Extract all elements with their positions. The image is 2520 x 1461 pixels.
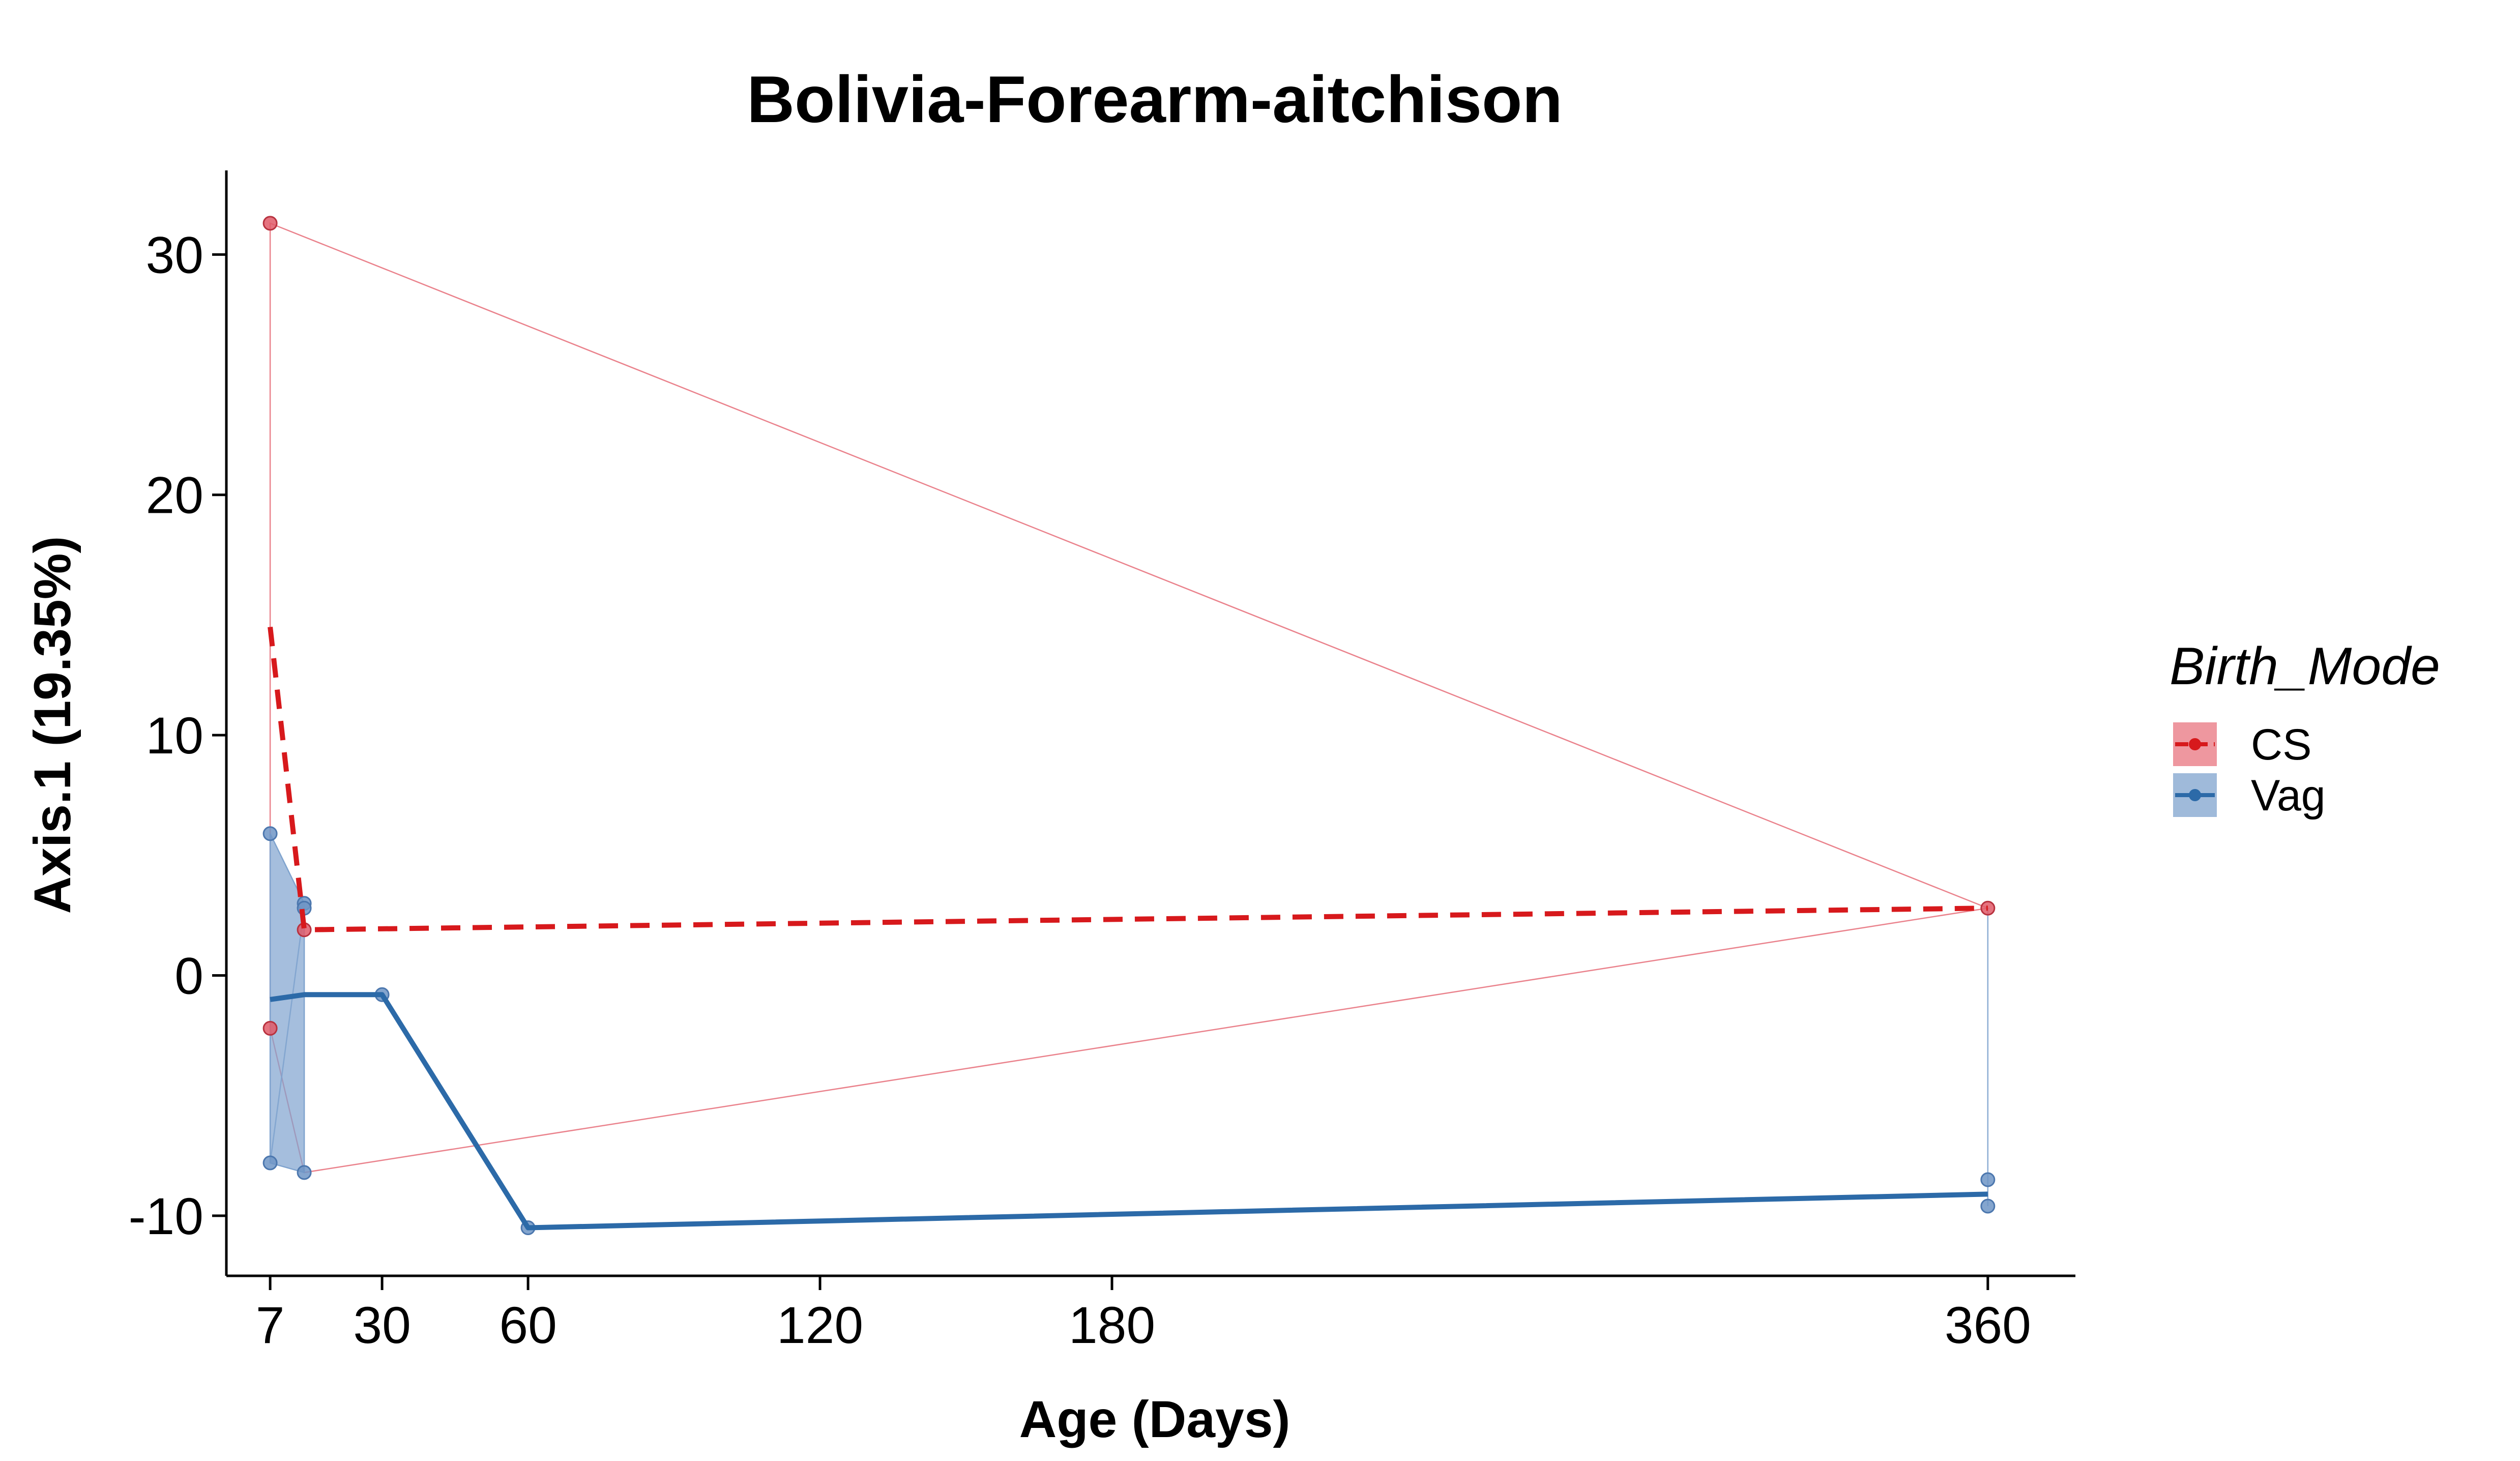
- x-axis-title: Age (Days): [1019, 1390, 1291, 1448]
- vag-point: [297, 1165, 312, 1180]
- y-axis-title: Axis.1 (19.35%): [23, 536, 81, 914]
- cs-hull: [269, 222, 1990, 1174]
- legend-item-vag: Vag: [2173, 771, 2326, 820]
- vag-point: [1980, 1172, 1996, 1187]
- x-axis-ticks: 7 30 60 120 180 360: [256, 1276, 2031, 1354]
- cs-point: [262, 216, 278, 231]
- y-tick-label: 0: [174, 947, 203, 1005]
- vag-band-edge: [269, 908, 305, 1163]
- x-tick-label: 360: [1945, 1296, 2031, 1354]
- cs-trend-line: [268, 626, 1988, 932]
- x-tick-label: 30: [353, 1296, 411, 1354]
- legend-label: CS: [2251, 720, 2311, 769]
- legend-key-point: [2189, 789, 2201, 801]
- vag-point: [262, 826, 278, 841]
- vag-point: [262, 1155, 278, 1171]
- vag-trend-line: [270, 992, 1988, 1231]
- y-tick-label: 30: [146, 226, 203, 284]
- legend-item-cs: CS: [2173, 720, 2311, 769]
- x-tick-label: 180: [1069, 1296, 1155, 1354]
- cs-point: [1980, 900, 1996, 916]
- legend-label: Vag: [2251, 771, 2326, 820]
- cs-point: [262, 1020, 278, 1036]
- y-axis-ticks: -10 0 10 20 30: [129, 226, 226, 1245]
- chart-title: Bolivia-Forearm-aitchison: [747, 62, 1563, 136]
- y-tick-label: -10: [129, 1187, 203, 1245]
- legend-title: Birth_Mode: [2170, 637, 2440, 696]
- plot-area: [262, 216, 1996, 1236]
- y-tick-label: 20: [146, 466, 203, 524]
- x-tick-label: 7: [256, 1296, 285, 1354]
- y-tick-label: 10: [146, 707, 203, 765]
- x-tick-label: 120: [777, 1296, 863, 1354]
- vag-point: [1980, 1199, 1996, 1214]
- legend-key-point: [2189, 738, 2201, 750]
- x-tick-label: 60: [499, 1296, 556, 1354]
